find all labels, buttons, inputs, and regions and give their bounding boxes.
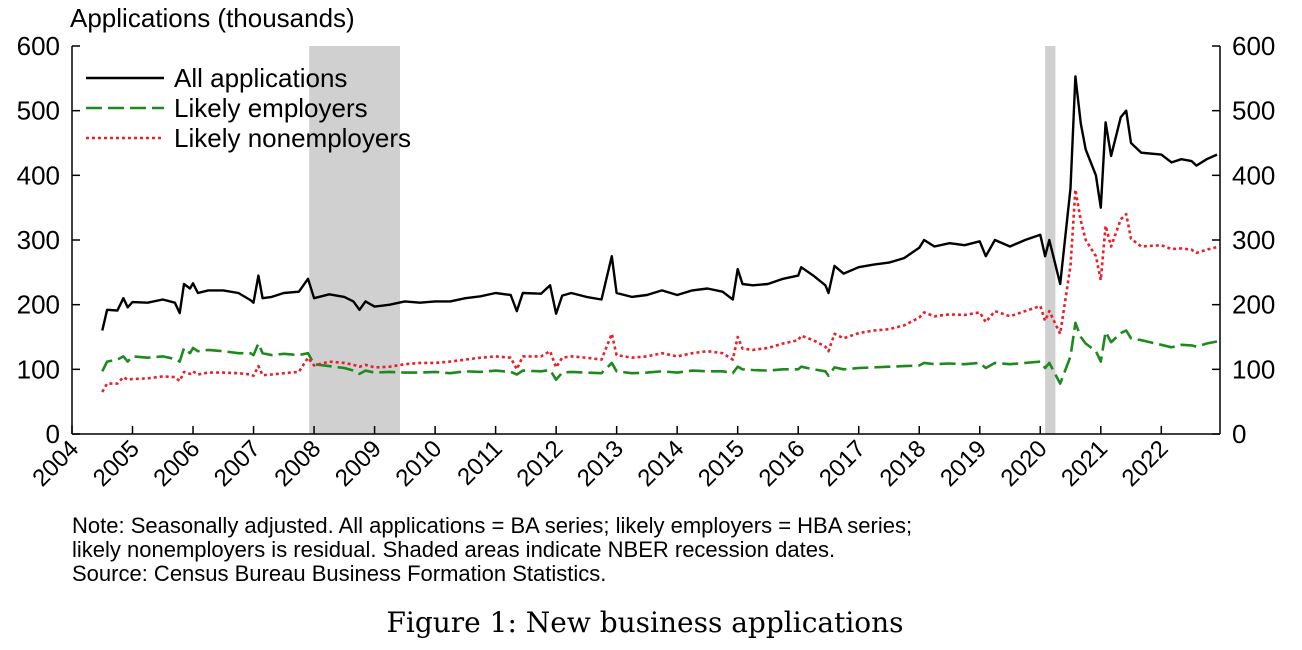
line-chart: 0 0 100 100 200 200 300 300 400 400 500 500 600 600 20… [17,3,1276,492]
x-tick-label: 2021 [1056,435,1113,492]
y-tick-label-right: 100 [1232,354,1275,384]
legend-label: Likely employers [174,93,368,123]
x-tick-label: 2009 [330,435,387,492]
x-tick-label: 2005 [88,435,145,492]
note-line: Note: Seasonally adjusted. All applicati… [72,513,913,538]
x-tick-label: 2022 [1117,435,1174,492]
x-tick-label: 2010 [390,435,447,492]
series-line-likely-nonemployers [101,188,1218,393]
y-tick-label-left: 300 [17,225,60,255]
legend-label: All applications [174,63,347,93]
y-tick-label-left: 600 [17,31,60,61]
figure-notes: Note: Seasonally adjusted. All applicati… [72,514,912,586]
x-tick-label: 2008 [269,435,326,492]
x-tick-label: 2012 [512,435,569,492]
y-tick-label-right: 0 [1232,419,1246,449]
y-tick-label-right: 500 [1232,96,1275,126]
x-tick-label: 2020 [996,435,1053,492]
figure-caption: Figure 1: New business applications [386,606,904,639]
y-axis-label: Applications (thousands) [70,3,355,33]
x-tick-label: 2016 [754,435,811,492]
y-tick-label-right: 200 [1232,290,1275,320]
y-tick-label-right: 300 [1232,225,1275,255]
y-tick-label-right: 600 [1232,31,1275,61]
note-line: likely nonemployers is residual. Shaded … [72,537,836,562]
series-lines [101,75,1218,393]
x-tick-label: 2011 [452,435,508,491]
y-tick-label-left: 100 [17,354,60,384]
x-tick-label: 2004 [27,435,84,492]
legend-label: Likely nonemployers [174,123,411,153]
y-tick-label-left: 400 [17,160,60,190]
x-tick-label: 2015 [693,435,750,492]
x-tick-label: 2018 [875,435,932,492]
x-tick-label: 2014 [633,435,690,492]
series-line-all-applications [101,75,1218,331]
series-line-likely-employers [101,321,1218,385]
x-tick-label: 2007 [209,435,266,492]
y-tick-label-right: 400 [1232,160,1275,190]
y-tick-label-left: 0 [46,419,60,449]
note-line: Source: Census Bureau Business Formation… [72,561,607,586]
x-tick-label: 2019 [935,435,992,492]
y-tick-label-left: 500 [17,96,60,126]
x-tick-label: 2017 [814,435,871,492]
recession-band [309,46,400,434]
y-tick-label-left: 200 [17,290,60,320]
x-tick-label: 2006 [148,435,205,492]
recession-shading [309,46,1056,434]
x-tick-label: 2013 [572,435,629,492]
